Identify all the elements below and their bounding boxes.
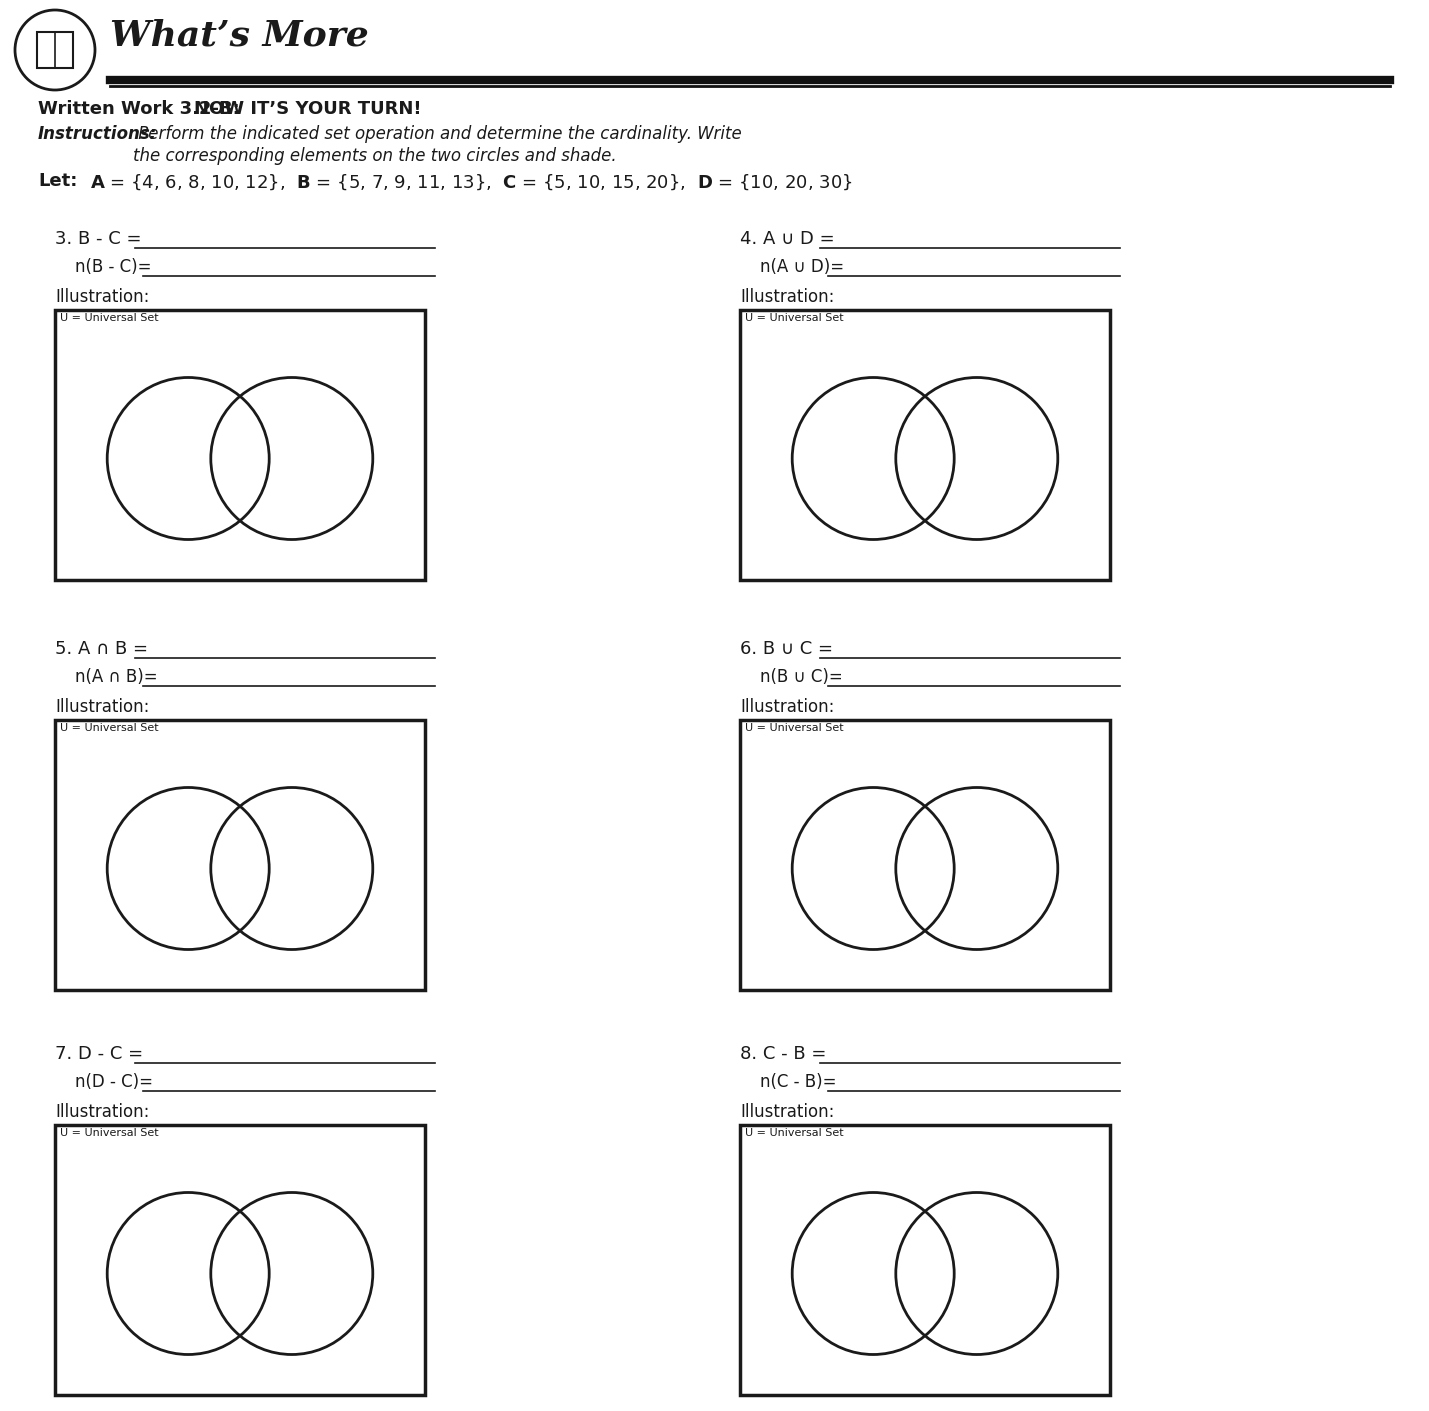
Text: $\mathbf{A}$ = {4, 6, 8, 10, 12},  $\mathbf{B}$ = {5, 7, 9, 11, 13},  $\mathbf{C: $\mathbf{A}$ = {4, 6, 8, 10, 12}, $\math… <box>90 172 853 192</box>
Bar <box>740 1125 1110 1395</box>
Bar <box>54 1125 424 1395</box>
Text: 3. B - C =: 3. B - C = <box>54 230 141 248</box>
Text: n(B - C)=: n(B - C)= <box>74 258 151 277</box>
Text: Illustration:: Illustration: <box>740 698 835 715</box>
Text: U = Universal Set: U = Universal Set <box>745 313 843 323</box>
Text: Illustration:: Illustration: <box>54 1103 150 1120</box>
Text: What’s More: What’s More <box>110 18 369 52</box>
Bar <box>740 720 1110 991</box>
Text: Let:: Let: <box>39 172 77 190</box>
Text: Perform the indicated set operation and determine the cardinality. Write: Perform the indicated set operation and … <box>133 126 742 143</box>
Bar <box>37 32 73 68</box>
Text: U = Universal Set: U = Universal Set <box>745 1127 843 1139</box>
Bar <box>740 310 1110 580</box>
Text: 5. A ∩ B =: 5. A ∩ B = <box>54 641 149 658</box>
Text: the corresponding elements on the two circles and shade.: the corresponding elements on the two ci… <box>133 147 617 165</box>
Text: U = Universal Set: U = Universal Set <box>60 722 159 732</box>
Text: NOW IT’S YOUR TURN!: NOW IT’S YOUR TURN! <box>194 100 422 119</box>
Text: Illustration:: Illustration: <box>740 288 835 306</box>
Text: n(B ∪ C)=: n(B ∪ C)= <box>760 667 843 686</box>
Text: U = Universal Set: U = Universal Set <box>60 1127 159 1139</box>
Text: Illustration:: Illustration: <box>54 288 150 306</box>
Text: n(A ∪ D)=: n(A ∪ D)= <box>760 258 845 277</box>
Bar <box>54 310 424 580</box>
Text: U = Universal Set: U = Universal Set <box>745 722 843 732</box>
Text: 4. A ∪ D =: 4. A ∪ D = <box>740 230 835 248</box>
Bar <box>54 720 424 991</box>
Text: U = Universal Set: U = Universal Set <box>60 313 159 323</box>
Text: n(A ∩ B)=: n(A ∩ B)= <box>74 667 157 686</box>
Text: Illustration:: Illustration: <box>740 1103 835 1120</box>
Text: Instructions:: Instructions: <box>39 126 157 143</box>
Text: 7. D - C =: 7. D - C = <box>54 1046 143 1062</box>
Text: n(C - B)=: n(C - B)= <box>760 1072 836 1091</box>
Text: n(D - C)=: n(D - C)= <box>74 1072 153 1091</box>
Text: 6. B ∪ C =: 6. B ∪ C = <box>740 641 833 658</box>
Text: Written Work 3.2-B:: Written Work 3.2-B: <box>39 100 246 119</box>
Text: 8. C - B =: 8. C - B = <box>740 1046 826 1062</box>
Text: Illustration:: Illustration: <box>54 698 150 715</box>
